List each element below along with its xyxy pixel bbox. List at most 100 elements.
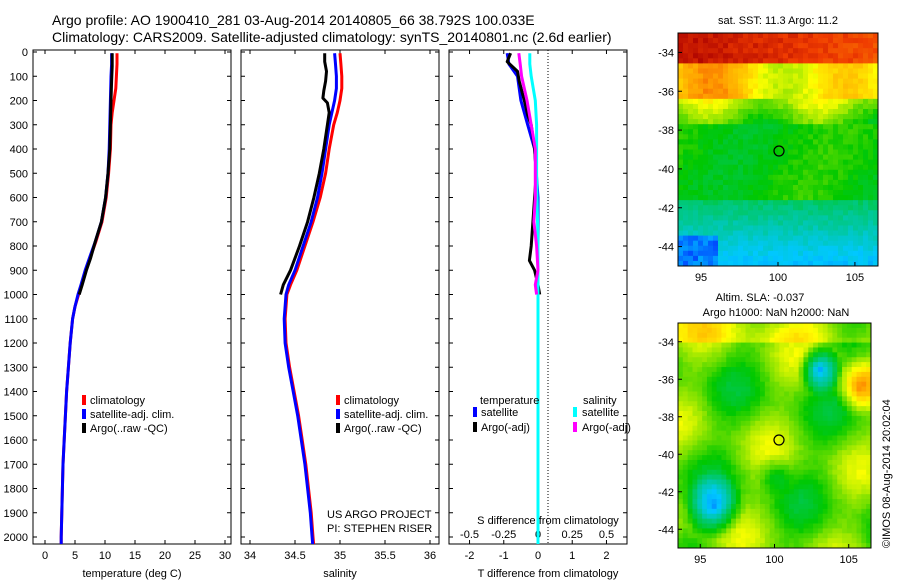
- map-cell: [697, 411, 703, 417]
- map-cell: [788, 450, 795, 456]
- map-cell: [788, 337, 795, 343]
- map-cell: [827, 357, 833, 363]
- map-cell: [716, 503, 722, 510]
- map-cell: [783, 235, 789, 242]
- map-cell: [693, 63, 699, 69]
- map-cell: [848, 154, 854, 161]
- map-cell: [793, 362, 800, 368]
- map-cell: [846, 406, 853, 412]
- map-cell: [863, 220, 869, 226]
- map-cell: [838, 255, 844, 262]
- map-cell: [822, 376, 828, 383]
- map-cell: [763, 164, 769, 171]
- map-cell: [833, 159, 839, 166]
- map-cell: [803, 484, 809, 490]
- map-cell: [788, 169, 794, 176]
- map-cell: [687, 406, 693, 412]
- map-cell: [726, 357, 732, 363]
- map-cell: [803, 352, 809, 358]
- map-cell: [738, 38, 744, 44]
- map-cell: [735, 518, 742, 524]
- map-cell: [697, 367, 703, 373]
- map-cell: [813, 489, 819, 495]
- map-cell: [760, 323, 766, 329]
- map-cell: [863, 68, 869, 74]
- map-cell: [853, 235, 859, 242]
- map-cell: [813, 469, 819, 476]
- map-cell: [779, 503, 785, 510]
- map-cell: [693, 114, 699, 120]
- map-cell: [728, 220, 734, 226]
- map-cell: [683, 154, 689, 161]
- map-cell: [822, 508, 828, 515]
- map-cell: [808, 139, 814, 145]
- map-cell: [838, 53, 844, 59]
- map-cell: [803, 149, 809, 155]
- map-cell: [703, 225, 709, 231]
- map-cell: [706, 503, 713, 510]
- map-cell: [721, 332, 727, 339]
- map-cell: [678, 332, 684, 339]
- map-cell: [779, 430, 785, 436]
- map-cell: [774, 484, 780, 490]
- map-cell: [692, 367, 698, 373]
- map-cell: [774, 445, 780, 451]
- map-cell: [818, 114, 824, 120]
- map-cell: [683, 73, 689, 79]
- map-cell: [822, 450, 828, 456]
- map-cell: [793, 245, 799, 252]
- map-cell: [721, 528, 727, 534]
- map-cell: [828, 78, 834, 85]
- map-cell: [863, 124, 869, 130]
- map-cell: [740, 367, 746, 373]
- map-cell: [728, 210, 734, 216]
- map-cell: [788, 332, 795, 339]
- map-cell: [755, 376, 761, 383]
- map-cell: [733, 103, 739, 110]
- map-cell: [738, 119, 744, 125]
- temperature-xlabel: temperature (deg C): [82, 568, 181, 580]
- map-cell: [813, 230, 819, 237]
- map-cell: [856, 469, 862, 476]
- map-cell: [823, 210, 829, 216]
- legend-label: satellite-adj. clim.: [344, 409, 428, 421]
- map-cell: [846, 420, 853, 427]
- map-cell: [793, 43, 799, 49]
- map-cell: [837, 484, 843, 490]
- map-cell: [853, 205, 859, 211]
- map-cell: [803, 260, 809, 267]
- map-cell: [779, 494, 785, 500]
- map-cell: [798, 245, 804, 252]
- map-cell: [822, 342, 828, 348]
- map-cell: [798, 260, 804, 267]
- map-cell: [873, 43, 879, 49]
- map-cell: [774, 533, 780, 539]
- map-cell: [793, 68, 799, 74]
- map-cell: [713, 139, 719, 145]
- map-cell: [758, 240, 764, 247]
- map-cell: [682, 357, 689, 363]
- map-cell: [735, 440, 742, 446]
- sla-map: Altim. SLA: -0.037 Argo h1000: NaN h2000…: [658, 292, 872, 566]
- map-cell: [822, 371, 828, 378]
- map-cell: [858, 250, 864, 257]
- y-tick-label: 800: [10, 241, 28, 253]
- map-cell: [721, 489, 727, 495]
- map-cell: [856, 499, 862, 505]
- map-cell: [808, 190, 814, 196]
- map-cell: [764, 528, 771, 534]
- map-cell: [764, 464, 771, 471]
- map-cell: [758, 260, 764, 267]
- map-cell: [688, 53, 694, 59]
- map-cell: [866, 528, 872, 534]
- map-cell: [846, 435, 853, 441]
- map-cell: [813, 518, 819, 524]
- map-cell: [711, 323, 717, 329]
- map-cell: [728, 68, 734, 74]
- map-cell: [693, 190, 699, 196]
- map-cell: [863, 88, 869, 95]
- map-cell: [740, 450, 746, 456]
- map-cell: [711, 455, 717, 461]
- map-cell: [733, 119, 739, 125]
- map-cell: [788, 396, 795, 402]
